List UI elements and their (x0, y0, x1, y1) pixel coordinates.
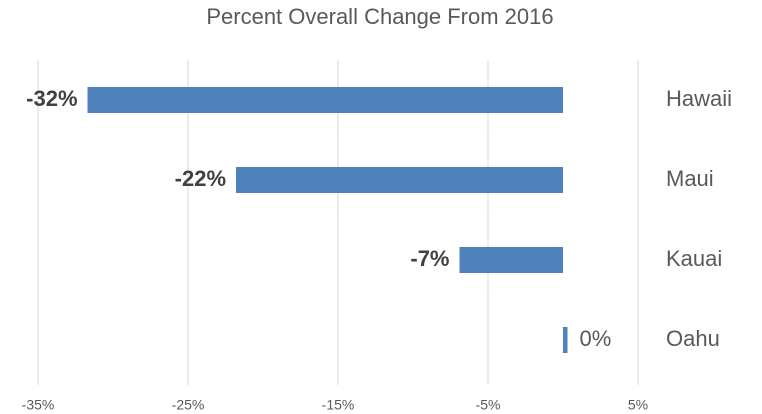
y-tick-label: Oahu (666, 326, 720, 351)
bar (87, 87, 563, 113)
x-tick-label: 5% (628, 397, 648, 413)
y-tick-label: Hawaii (666, 86, 732, 111)
y-tick-label: Kauai (666, 246, 722, 271)
data-label: -32% (26, 86, 77, 111)
data-label: -22% (175, 166, 226, 191)
data-label: -7% (410, 246, 449, 271)
data-label: 0% (580, 326, 612, 351)
bar (236, 167, 563, 193)
bar (459, 247, 563, 273)
chart-title: Percent Overall Change From 2016 (206, 4, 553, 29)
y-tick-label: Maui (666, 166, 714, 191)
x-tick-label: -15% (322, 397, 355, 413)
x-tick-label: -25% (172, 397, 205, 413)
bar (563, 327, 568, 353)
x-tick-label: -5% (476, 397, 501, 413)
x-tick-label: -35% (22, 397, 55, 413)
